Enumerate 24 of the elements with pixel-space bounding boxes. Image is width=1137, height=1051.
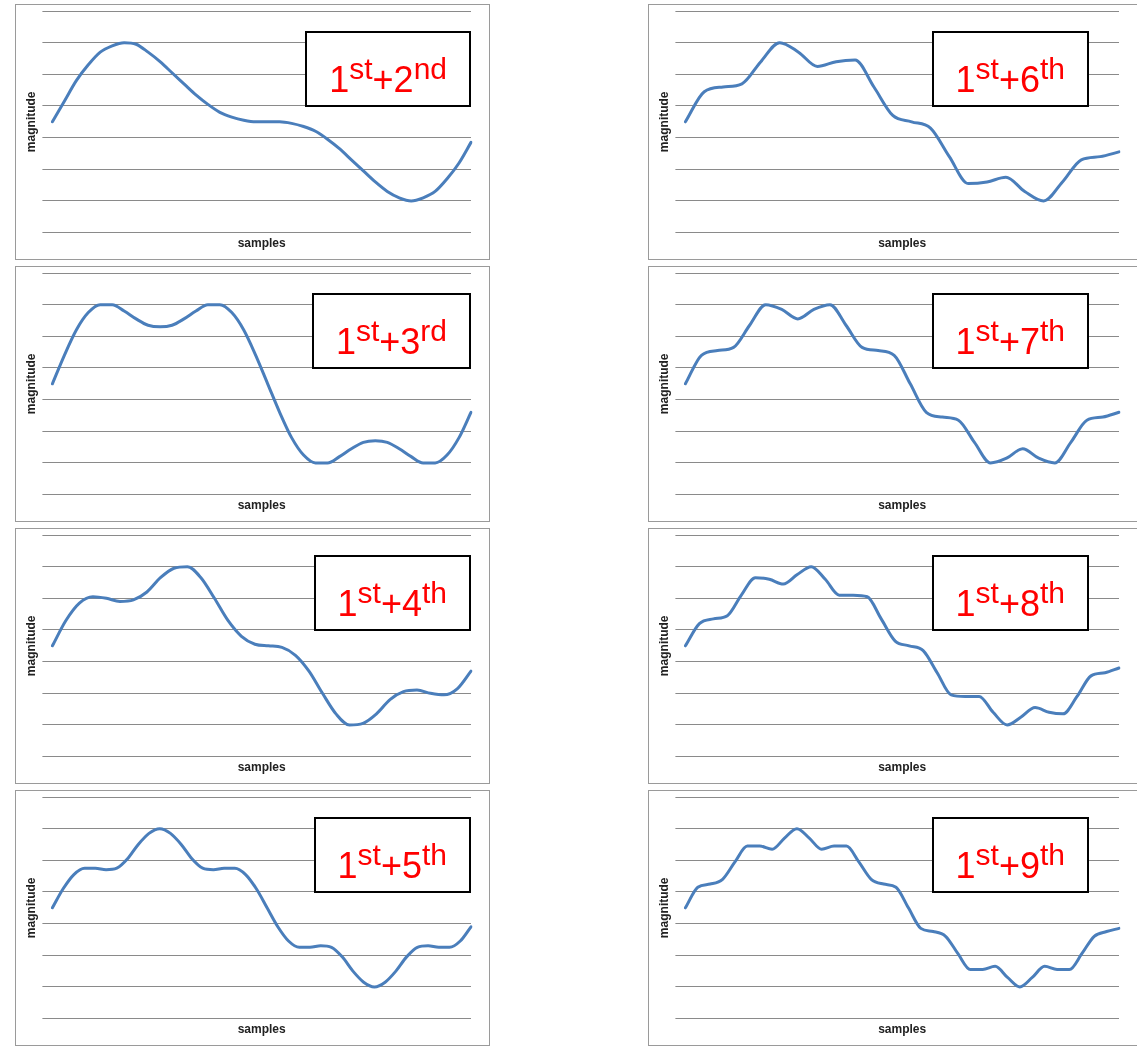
chart-title: 1$^{st}$+4$^{th}$ <box>313 555 471 631</box>
chart-title: 1$^{st}$+7$^{th}$ <box>931 293 1089 369</box>
chart-title: 1$^{st}$+2$^{nd}$ <box>305 31 471 107</box>
x-axis-title: samples <box>878 498 927 513</box>
y-axis-title: magnitude <box>23 615 38 677</box>
x-axis-title: samples <box>878 236 927 251</box>
y-axis-title: magnitude <box>23 877 38 939</box>
chart-title: 1$^{st}$+9$^{th}$ <box>931 817 1089 893</box>
y-axis-title: magnitude <box>23 91 38 153</box>
y-axis-title: magnitude <box>656 615 671 677</box>
x-axis-title: samples <box>878 760 927 775</box>
y-axis-title: magnitude <box>656 877 671 939</box>
x-axis-title: samples <box>237 236 287 251</box>
chart-title: 1$^{st}$+5$^{th}$ <box>313 817 471 893</box>
x-axis-title: samples <box>237 1022 287 1037</box>
y-axis-title: magnitude <box>656 91 671 153</box>
x-axis-title: samples <box>878 1022 927 1037</box>
y-axis-title: magnitude <box>23 353 38 415</box>
x-axis-title: samples <box>237 760 287 775</box>
y-axis-title: magnitude <box>656 353 671 415</box>
chart-title: 1$^{st}$+6$^{th}$ <box>931 31 1089 107</box>
chart-title: 1$^{st}$+3$^{rd}$ <box>311 293 471 369</box>
x-axis-title: samples <box>237 498 287 513</box>
chart-title: 1$^{st}$+8$^{th}$ <box>931 555 1089 631</box>
